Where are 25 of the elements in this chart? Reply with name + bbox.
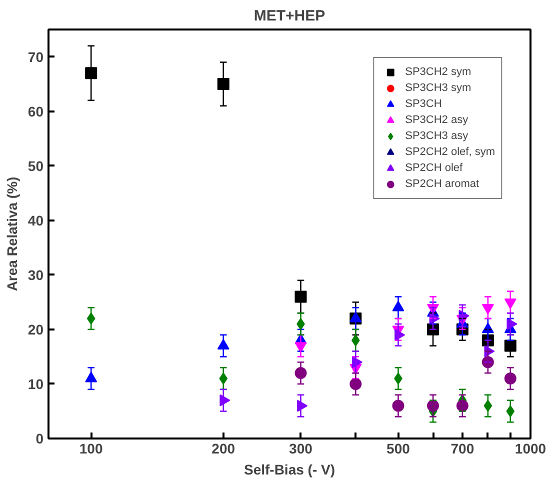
x-tick-label: 700 (450, 440, 474, 456)
x-tick-label: 300 (289, 440, 313, 456)
y-axis-title: Area Relativa (%) (4, 176, 20, 292)
legend-label: SP3CH2 asy (405, 113, 468, 128)
y-tick-label: 0 (36, 430, 44, 446)
y-tick-label: 40 (28, 212, 44, 228)
y-tick-label: 10 (28, 376, 44, 392)
y-tick-label: 60 (28, 103, 44, 120)
legend-label: SP2CH olef (405, 161, 463, 176)
legend-label: SP2CH2 olef, sym (405, 145, 495, 160)
y-tick-label: 70 (28, 48, 44, 65)
legend-label: SP3CH3 asy (405, 129, 468, 144)
x-tick-label: 500 (386, 440, 410, 456)
legend-label: SP3CH (405, 97, 442, 112)
x-tick-label: 200 (212, 440, 236, 456)
legend-label: SP2CH aromat (405, 177, 480, 192)
x-axis-title: Self-Bias (- V) (244, 462, 336, 478)
x-tick-label: 100 (79, 440, 103, 456)
legend-label: SP3CH3 sym (405, 81, 472, 96)
y-tick-label: 20 (28, 321, 44, 338)
x-tick-label: 1000 (514, 440, 546, 456)
y-tick-label: 50 (28, 158, 44, 174)
legend-label: SP3CH2 sym (405, 65, 472, 80)
y-tick-label: 30 (28, 266, 44, 283)
chart-title: MET+HEP (254, 8, 326, 24)
